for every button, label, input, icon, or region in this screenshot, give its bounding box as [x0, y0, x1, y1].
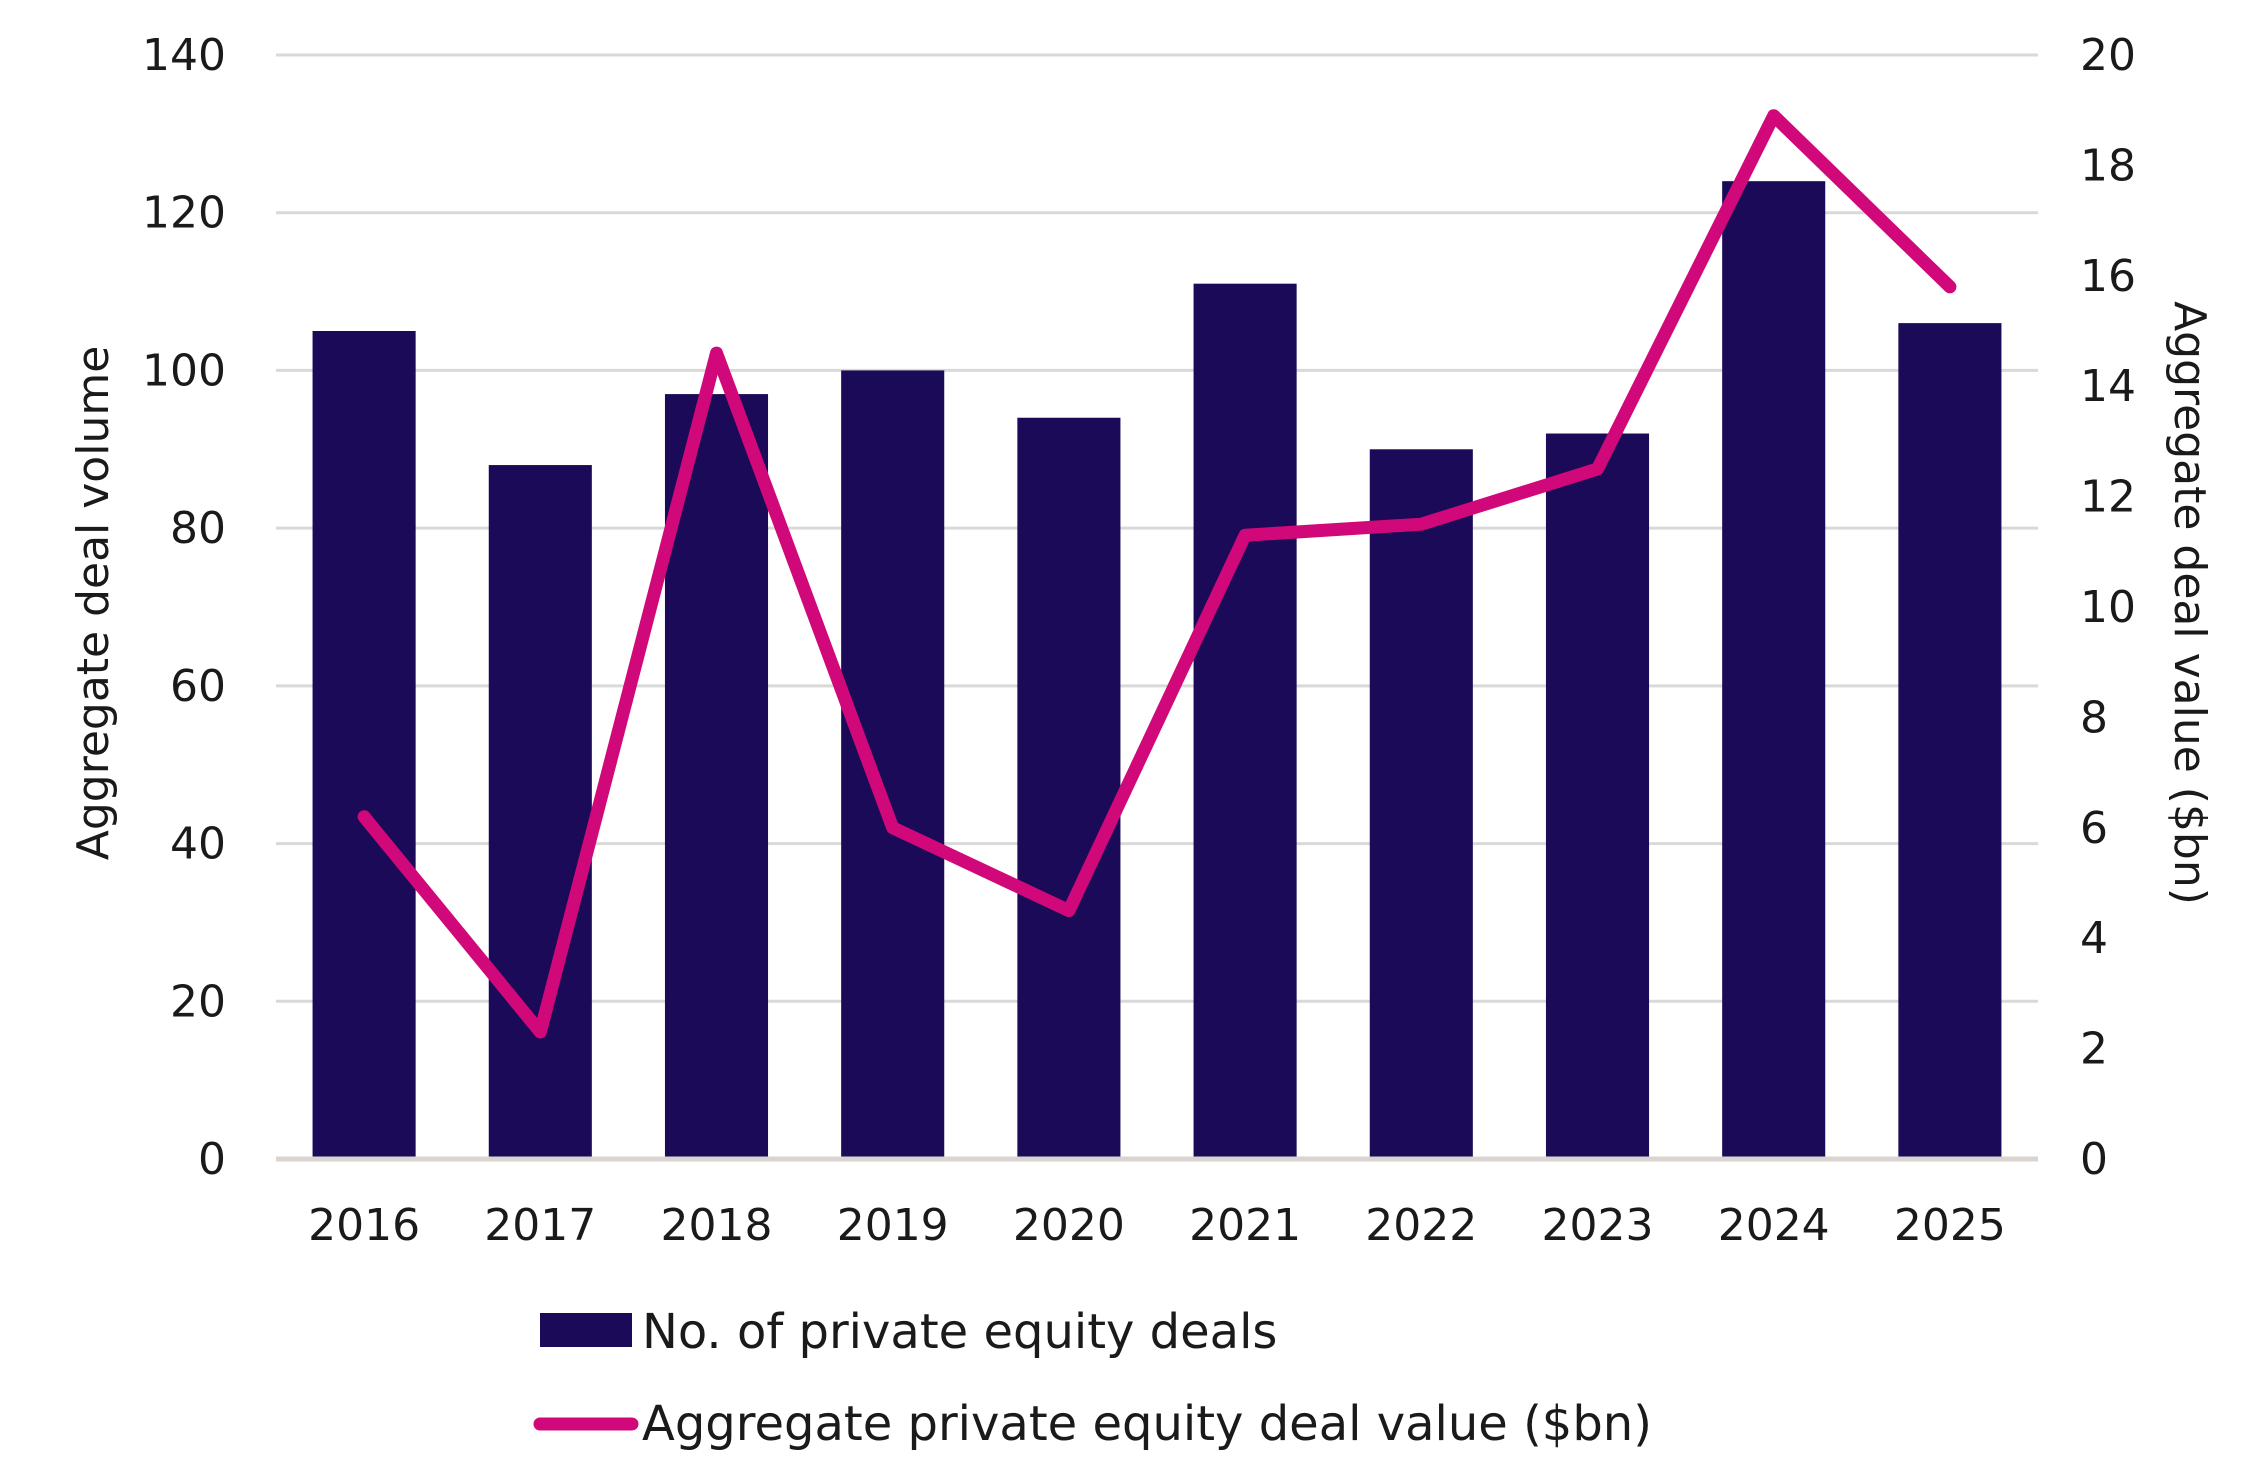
y-tick-label: 40 — [170, 819, 226, 870]
x-tick-label: 2025 — [1894, 1200, 2006, 1251]
legend-bar-swatch — [540, 1313, 632, 1347]
bar — [1898, 323, 2002, 1160]
y2-tick-label: 12 — [2080, 472, 2136, 523]
line-point — [538, 1030, 543, 1035]
y2-tick-label: 10 — [2080, 582, 2136, 633]
x-tick-label: 2018 — [661, 1200, 773, 1251]
x-tick-label: 2023 — [1542, 1200, 1654, 1251]
legend-line-label: Aggregate private equity deal value ($bn… — [642, 1396, 1652, 1452]
y-tick-label: 120 — [142, 188, 226, 239]
y2-tick-label: 4 — [2080, 913, 2108, 964]
line-point — [714, 351, 719, 356]
x-tick-label: 2017 — [484, 1200, 596, 1251]
bar — [488, 465, 592, 1159]
line-point — [1243, 533, 1248, 538]
x-tick-label: 2022 — [1365, 1200, 1477, 1251]
y2-tick-label: 18 — [2080, 140, 2136, 191]
y-tick-label: 100 — [142, 345, 226, 396]
y-tick-label: 140 — [142, 30, 226, 81]
y2-tick-label: 6 — [2080, 803, 2108, 854]
bars — [312, 181, 2002, 1160]
y2-tick-label: 8 — [2080, 692, 2108, 743]
line-point — [1947, 284, 1952, 289]
legend: No. of private equity deals Aggregate pr… — [533, 1304, 1652, 1452]
x-tick-label: 2016 — [308, 1200, 420, 1251]
y2-tick-label: 16 — [2080, 251, 2136, 302]
y-axis-title: Aggregate deal volume — [68, 346, 119, 861]
line-point — [1419, 522, 1424, 527]
line-point — [1066, 908, 1071, 913]
x-tick-label: 2021 — [1189, 1200, 1301, 1251]
legend-bar-label: No. of private equity deals — [642, 1304, 1277, 1360]
x-axis-ticks: 2016 2017 2018 2019 2020 2021 2022 2023 2024 2025 — [308, 1200, 2006, 1251]
line-point — [1595, 467, 1600, 471]
series-line — [357, 109, 1957, 1039]
y-tick-label: 20 — [170, 976, 226, 1027]
bar — [312, 331, 416, 1159]
bar — [1017, 417, 1121, 1159]
bar — [1369, 449, 1473, 1159]
value-line — [357, 109, 1957, 1039]
right-axis-ticks: 0 2 4 6 8 10 12 14 16 18 20 — [2080, 30, 2136, 1185]
y2-axis-title: Aggregate deal value ($bn) — [2164, 301, 2215, 905]
bar — [1722, 181, 1826, 1159]
bar — [1545, 433, 1650, 1159]
y2-tick-label: 2 — [2080, 1024, 2108, 1075]
line-point — [890, 825, 895, 830]
line-point — [362, 814, 367, 819]
bar — [664, 394, 769, 1160]
line-point — [1771, 113, 1776, 118]
y2-tick-label: 14 — [2080, 361, 2136, 412]
x-tick-label: 2024 — [1718, 1200, 1830, 1251]
y2-tick-label: 20 — [2080, 30, 2136, 81]
left-axis-ticks: 0 20 40 60 80 100 120 140 — [142, 30, 226, 1185]
bar — [1193, 283, 1297, 1160]
x-tick-label: 2020 — [1013, 1200, 1125, 1251]
y-tick-label: 0 — [198, 1134, 226, 1185]
bar — [841, 370, 945, 1159]
y-tick-label: 80 — [170, 503, 226, 554]
x-tick-label: 2019 — [837, 1200, 949, 1251]
y-tick-label: 60 — [170, 661, 226, 712]
y2-tick-label: 0 — [2080, 1134, 2108, 1185]
